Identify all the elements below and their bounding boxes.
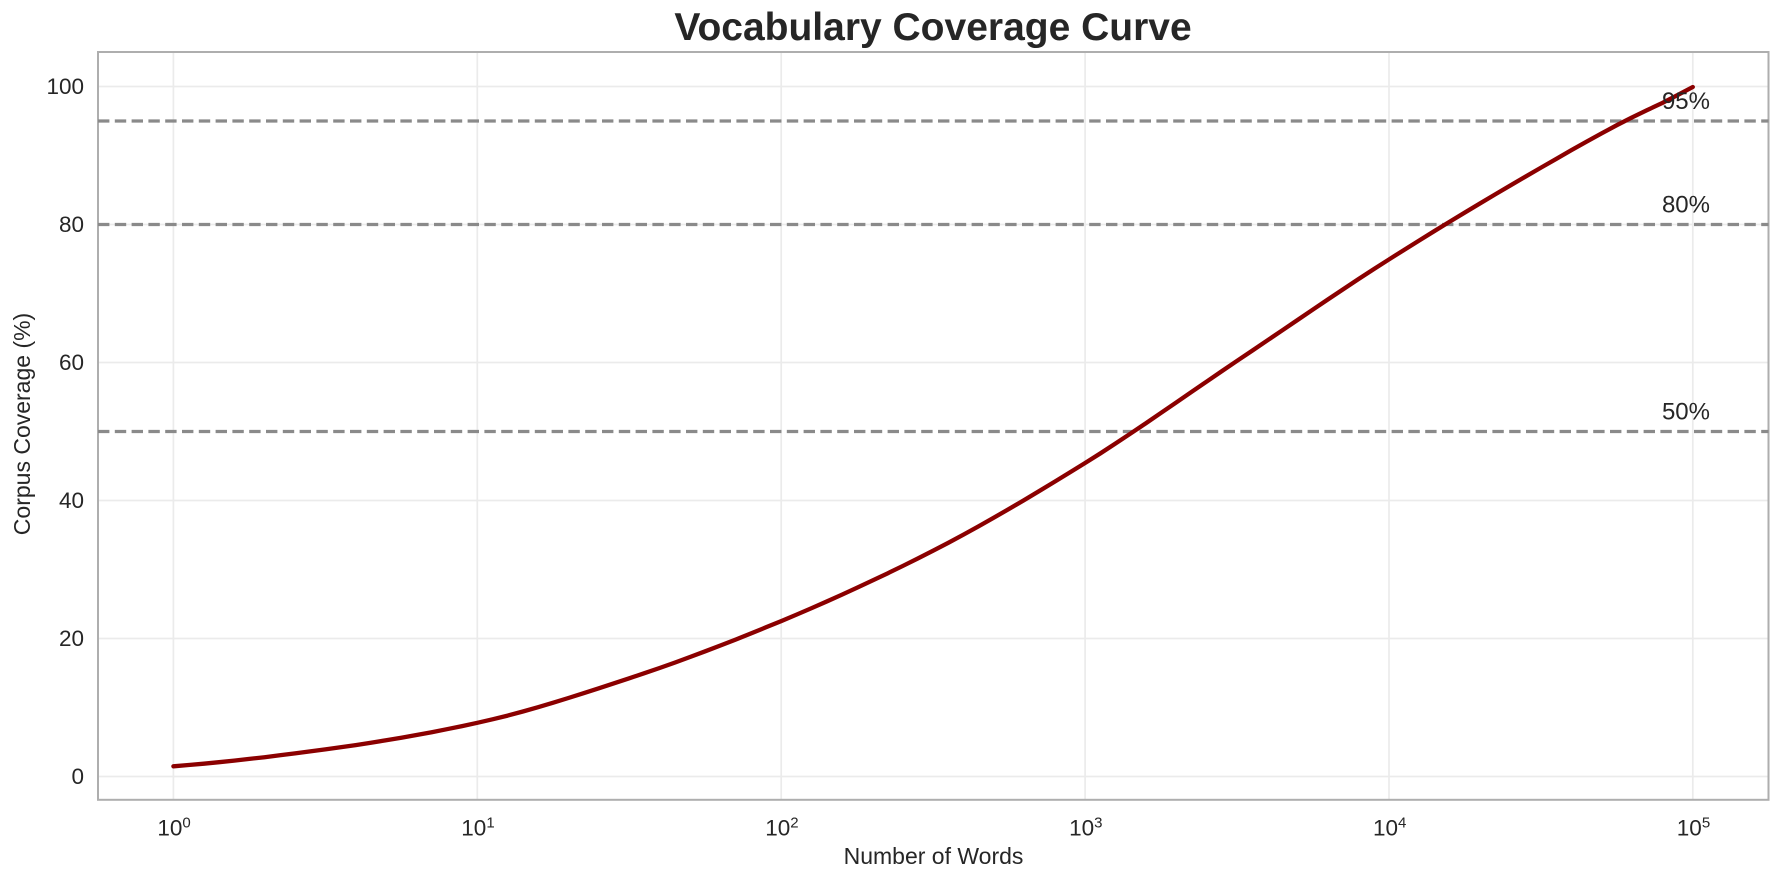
svg-text:100: 100 [46,74,84,99]
svg-text:102: 102 [765,815,798,841]
svg-text:105: 105 [1677,815,1710,841]
svg-text:80%: 80% [1662,192,1710,219]
svg-text:80: 80 [59,212,84,237]
svg-text:104: 104 [1373,815,1406,841]
svg-text:Corpus Coverage (%): Corpus Coverage (%) [9,313,35,535]
svg-text:Vocabulary Coverage Curve: Vocabulary Coverage Curve [674,6,1191,49]
svg-text:20: 20 [59,626,84,651]
svg-text:60: 60 [59,350,84,375]
svg-text:101: 101 [461,815,494,841]
svg-text:40: 40 [59,488,84,513]
svg-text:Number of Words: Number of Words [844,843,1024,869]
svg-text:50%: 50% [1662,399,1710,426]
svg-text:95%: 95% [1662,88,1710,115]
svg-text:103: 103 [1069,815,1102,841]
svg-text:100: 100 [157,815,190,841]
svg-text:0: 0 [71,764,84,789]
